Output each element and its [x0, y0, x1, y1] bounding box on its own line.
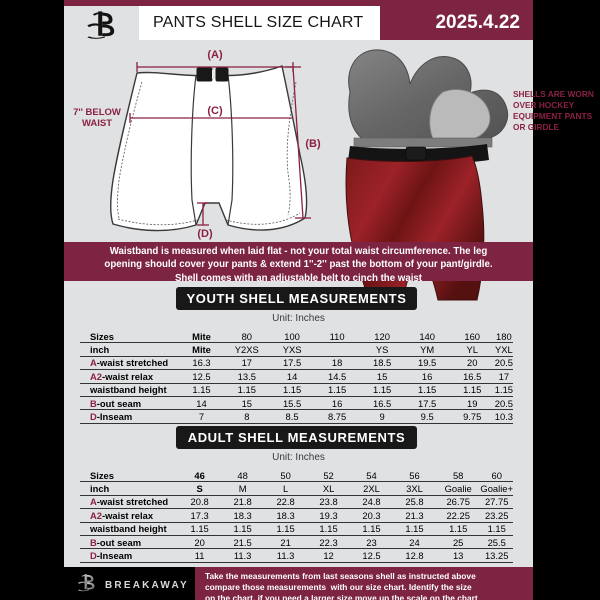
- svg-text:WAIST: WAIST: [82, 118, 112, 129]
- svg-text:OVER HOCKEY: OVER HOCKEY: [513, 100, 575, 110]
- svg-text:7'' BELOW: 7'' BELOW: [73, 107, 121, 118]
- svg-text:(C): (C): [207, 105, 223, 117]
- svg-text:(A): (A): [207, 49, 223, 61]
- svg-text:(D): (D): [197, 228, 213, 240]
- svg-text:SHELLS ARE WORN: SHELLS ARE WORN: [513, 89, 594, 99]
- svg-text:EQUIPMENT PANTS: EQUIPMENT PANTS: [513, 111, 593, 121]
- svg-text:OR GIRDLE: OR GIRDLE: [513, 122, 560, 132]
- svg-text:(B): (B): [305, 138, 321, 150]
